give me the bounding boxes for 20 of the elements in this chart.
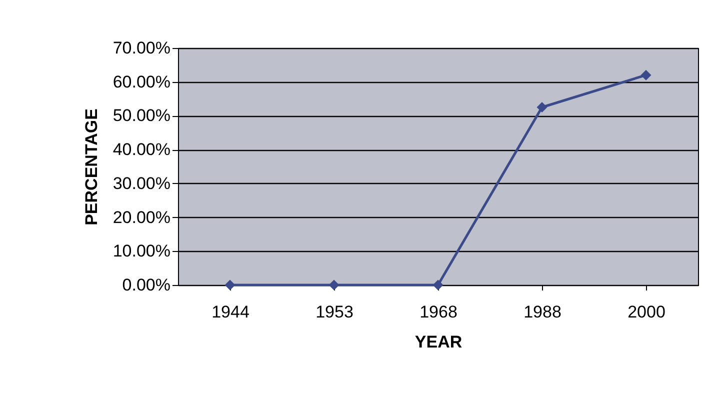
y-tick-label: 10.00%: [112, 242, 170, 261]
y-tick-label: 0.00%: [122, 276, 170, 294]
y-tick-label: 30.00%: [112, 174, 170, 193]
point: [536, 102, 548, 112]
point: [224, 280, 236, 290]
x-axis-title: YEAR: [414, 332, 462, 352]
y-tick-label: 60.00%: [112, 72, 170, 92]
x-tick-label: 1988: [524, 302, 562, 322]
y-axis-title: PERCENTAGE: [82, 108, 101, 226]
y-tick-label: 20.00%: [112, 208, 170, 227]
y-tick-label: 40.00%: [112, 140, 170, 160]
point: [432, 280, 444, 290]
y-tick-label: 50.00%: [112, 106, 170, 126]
y-tick-label: 70.00%: [112, 38, 170, 58]
point: [328, 280, 340, 290]
x-tick-label: 1944: [212, 302, 250, 322]
x-tick-label: 1953: [316, 302, 354, 322]
x-tick-label: 2000: [628, 302, 666, 322]
point: [640, 70, 652, 80]
x-tick-label: 1968: [420, 302, 458, 322]
